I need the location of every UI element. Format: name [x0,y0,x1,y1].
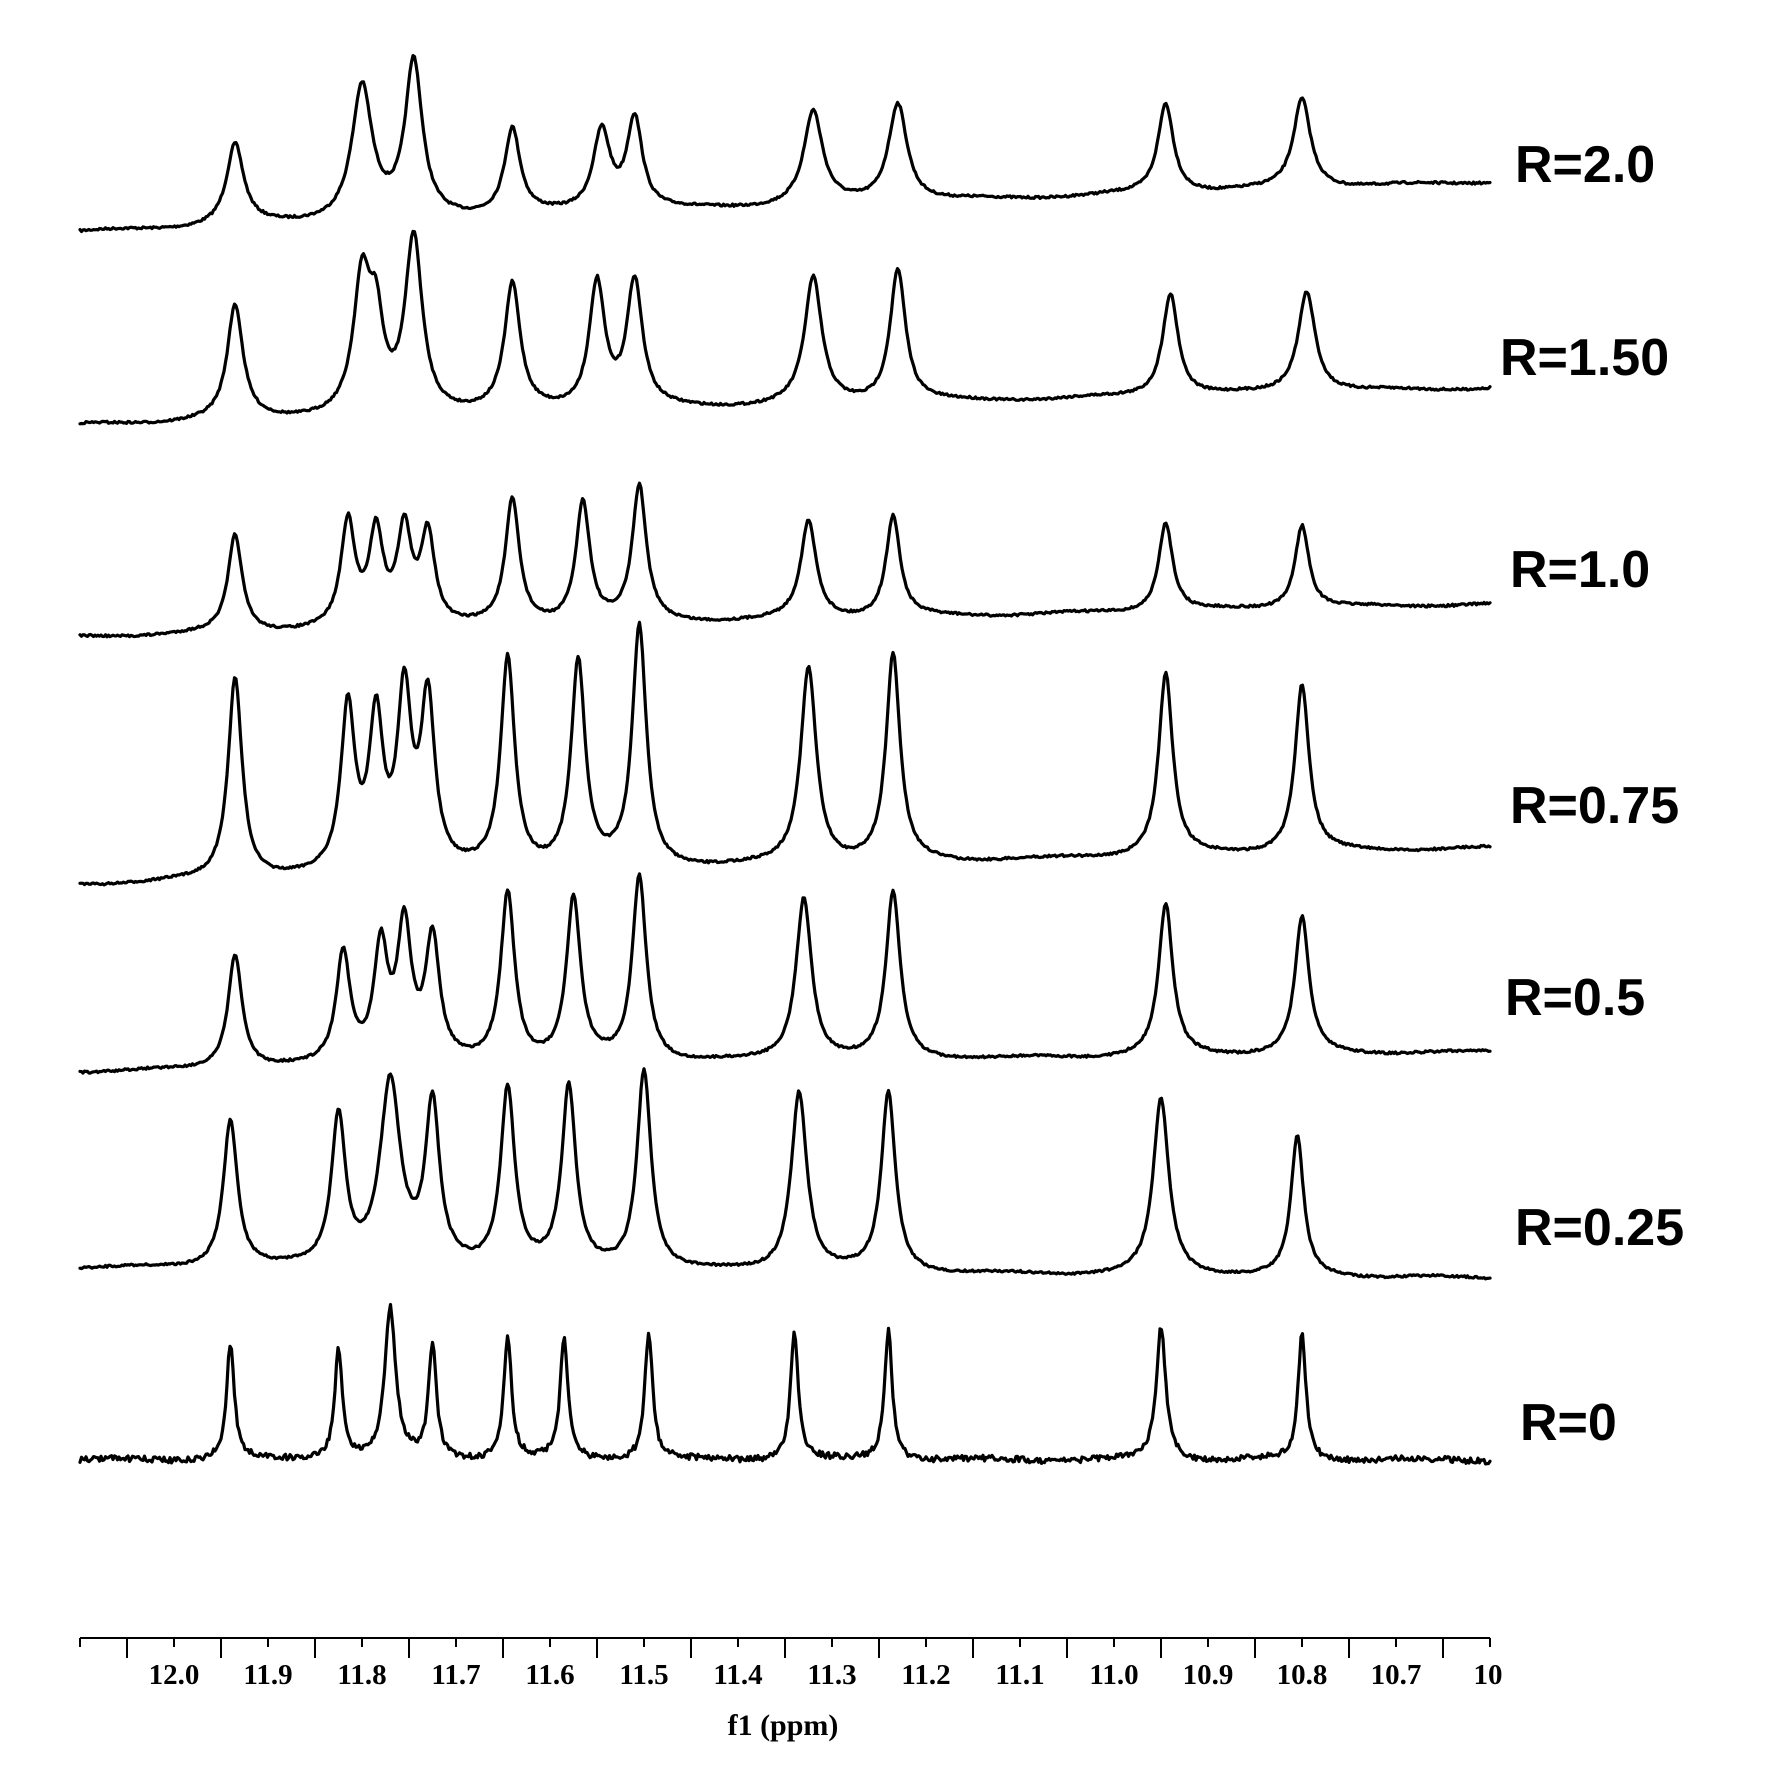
x-tick-label: 10.7 [1371,1659,1422,1691]
series-label: R=0 [1520,1394,1617,1452]
spectrum-trace [78,620,1492,887]
spectrum-trace [78,1302,1492,1466]
x-tick-label: 12.0 [149,1659,200,1691]
spectrum-trace [78,481,1492,639]
x-axis-ticks: 12.0 11.9 11.8 11.7 11.6 11.5 11.4 11.3 11.2 11.1… [79,1638,1503,1691]
spectrum-trace [78,229,1492,426]
x-axis: 12.0 11.9 11.8 11.7 11.6 11.5 11.4 11.3 11.2 11.1… [79,1637,1503,1742]
series-labels: R=2.0 R=1.50 R=1.0 R=0.75 R=0.5 R=0.25 R=0 [1500,136,1684,1452]
series-label: R=2.0 [1515,136,1655,194]
x-tick-label: 11.5 [619,1659,668,1691]
spectrum-trace [78,1067,1492,1281]
x-tick-label: 11.8 [337,1659,386,1691]
x-tick-label: 10.9 [1183,1659,1234,1691]
series-label: R=0.25 [1515,1199,1684,1257]
x-tick-label: 11.7 [431,1659,480,1691]
x-tick-label: 11.6 [525,1659,574,1691]
x-tick-label: 11.9 [243,1659,292,1691]
series-label: R=1.50 [1500,329,1669,387]
spectrum-trace [78,54,1492,234]
x-tick-label: 11.2 [901,1659,950,1691]
x-tick-label: 11.3 [807,1659,856,1691]
spectrum-traces [78,54,1492,1466]
spectrum-trace [78,872,1492,1075]
x-tick-label: 11.4 [713,1659,762,1691]
series-label: R=0.5 [1505,969,1645,1027]
x-axis-title: f1 (ppm) [728,1709,839,1742]
series-label: R=1.0 [1510,541,1650,599]
series-label: R=0.75 [1510,777,1679,835]
x-tick-label: 11.1 [995,1659,1044,1691]
x-tick-label: 10.8 [1277,1659,1328,1691]
x-tick-label: 11.0 [1089,1659,1138,1691]
x-tick-label: 10 [1474,1659,1503,1691]
